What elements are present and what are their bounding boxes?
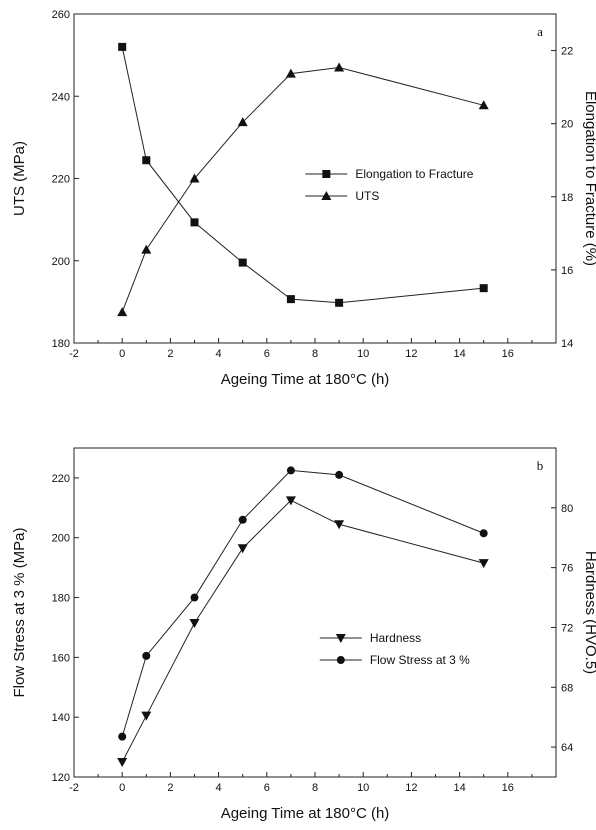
data-point xyxy=(237,544,248,554)
panel-label: b xyxy=(537,458,544,473)
y-right-tick-label: 76 xyxy=(561,563,573,575)
data-point xyxy=(190,593,199,602)
data-point xyxy=(335,470,344,479)
data-point xyxy=(190,218,199,227)
y-left-tick-label: 240 xyxy=(52,91,70,103)
x-tick-label: 6 xyxy=(264,348,270,360)
y-left-tick-label: 120 xyxy=(52,772,70,784)
series-line-1 xyxy=(121,66,484,313)
x-axis-label: Ageing Time at 180°C (h) xyxy=(221,805,390,822)
data-point xyxy=(335,298,344,307)
data-point xyxy=(141,244,152,254)
data-point xyxy=(142,651,151,660)
y-left-tick-label: 200 xyxy=(52,533,70,545)
data-point xyxy=(479,284,488,293)
x-tick-label: -2 xyxy=(69,782,79,794)
legend-label: UTS xyxy=(355,189,379,203)
data-point xyxy=(285,496,296,506)
y-right-tick-label: 80 xyxy=(561,503,573,515)
y-left-tick-label: 180 xyxy=(52,338,70,350)
y-right-tick-label: 20 xyxy=(561,119,573,131)
legend-marker xyxy=(336,656,345,664)
y-left-tick-label: 180 xyxy=(52,593,70,605)
legend-marker xyxy=(335,634,346,643)
x-tick-label: 6 xyxy=(264,782,270,794)
data-point xyxy=(189,618,200,628)
legend-label: Flow Stress at 3 % xyxy=(370,653,470,667)
legend-marker xyxy=(321,191,332,200)
plot-frame xyxy=(73,447,557,778)
x-tick-label: -2 xyxy=(69,348,79,360)
plot-frame xyxy=(73,13,557,344)
data-point xyxy=(237,117,248,127)
x-tick-label: 4 xyxy=(216,348,222,360)
data-point xyxy=(334,520,345,530)
chart-a: -2 0 2 4 6 8 10 12 14 16 180 200 220 240 260 14 16 18 20 22… xyxy=(11,9,596,388)
data-point xyxy=(286,466,295,475)
y-right-tick-label: 22 xyxy=(561,46,573,58)
y-left-axis-label: Flow Stress at 3 % (MPa) xyxy=(11,527,28,697)
x-axis-label: Ageing Time at 180°C (h) xyxy=(221,371,390,388)
data-point xyxy=(238,515,247,524)
data-point xyxy=(334,62,345,72)
x-tick-label: 16 xyxy=(502,782,514,794)
y-left-tick-label: 260 xyxy=(52,9,70,21)
x-tick-label: 0 xyxy=(119,782,125,794)
legend-label: Elongation to Fracture xyxy=(355,167,473,181)
y-right-axis-label: Elongation to Fracture (%) xyxy=(582,91,596,266)
y-right-tick-label: 68 xyxy=(561,682,573,694)
x-tick-label: 2 xyxy=(167,782,173,794)
y-left-tick-label: 220 xyxy=(52,174,70,186)
data-point xyxy=(285,68,296,78)
series-line-0 xyxy=(121,499,484,763)
panel-label: a xyxy=(537,24,543,39)
x-tick-label: 8 xyxy=(312,348,318,360)
y-left-tick-label: 140 xyxy=(52,712,70,724)
y-right-axis-label: Hardness (HVO.5) xyxy=(582,551,596,674)
data-point xyxy=(117,758,128,768)
x-tick-label: 16 xyxy=(502,348,514,360)
y-left-tick-label: 200 xyxy=(52,256,70,268)
x-tick-label: 10 xyxy=(357,348,369,360)
y-right-tick-label: 18 xyxy=(561,192,573,204)
y-right-tick-label: 72 xyxy=(561,622,573,634)
chart-b: -2 0 2 4 6 8 10 12 14 161201401601802002206468727… xyxy=(11,447,596,822)
x-tick-label: 10 xyxy=(357,782,369,794)
data-point xyxy=(478,100,489,110)
legend-label: Hardness xyxy=(370,631,421,645)
y-left-tick-label: 220 xyxy=(52,473,70,485)
data-point xyxy=(118,732,127,741)
x-tick-label: 14 xyxy=(453,782,465,794)
x-tick-label: 4 xyxy=(216,782,222,794)
x-tick-label: 2 xyxy=(167,348,173,360)
data-point xyxy=(117,307,128,317)
x-tick-label: 14 xyxy=(453,348,465,360)
y-left-axis-label: UTS (MPa) xyxy=(11,141,28,216)
data-point xyxy=(189,173,200,183)
y-right-tick-label: 64 xyxy=(561,742,573,754)
data-point xyxy=(141,711,152,721)
data-point xyxy=(142,156,151,165)
x-tick-label: 8 xyxy=(312,782,318,794)
x-tick-label: 12 xyxy=(405,782,417,794)
x-tick-label: 12 xyxy=(405,348,417,360)
data-point xyxy=(238,258,247,267)
data-point xyxy=(478,559,489,569)
y-right-tick-label: 14 xyxy=(561,338,573,350)
data-point xyxy=(118,42,127,51)
data-point xyxy=(479,529,488,538)
legend-marker xyxy=(322,170,331,178)
y-left-tick-label: 160 xyxy=(52,652,70,664)
data-point xyxy=(286,295,295,304)
series-line-1 xyxy=(121,469,484,737)
y-right-tick-label: 16 xyxy=(561,265,573,277)
x-tick-label: 0 xyxy=(119,348,125,360)
